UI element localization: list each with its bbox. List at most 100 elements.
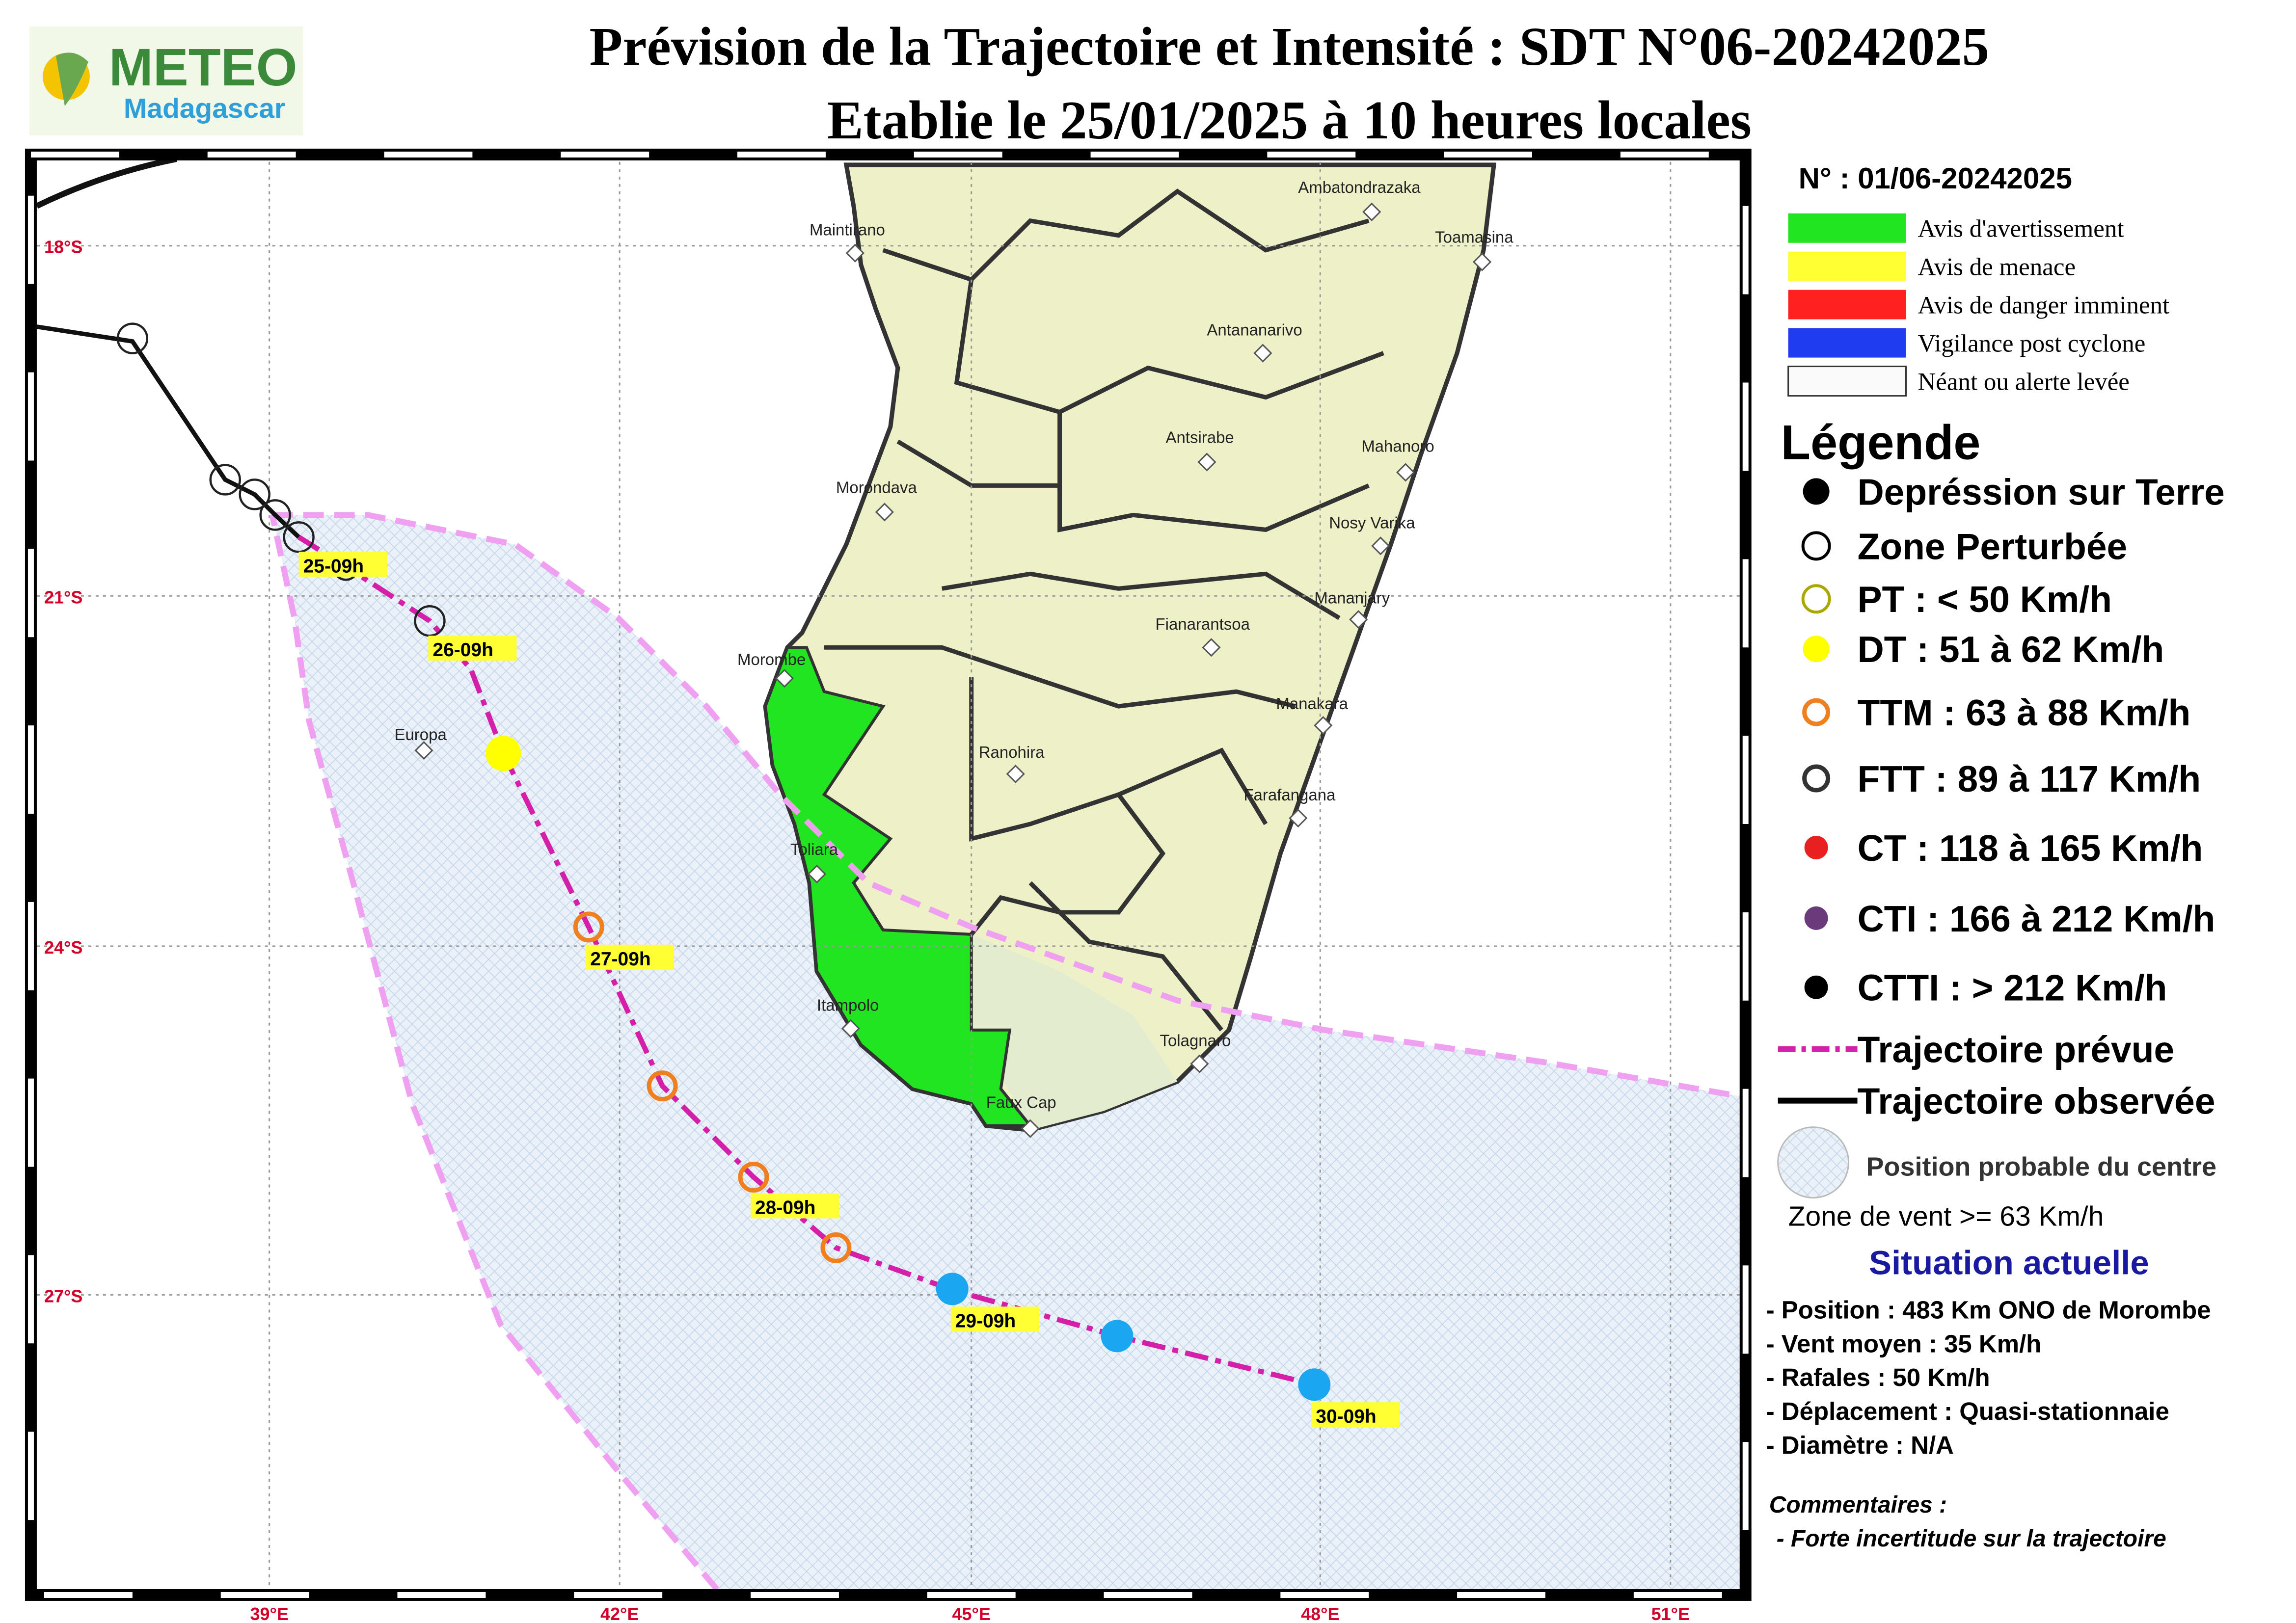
sidebar: N° : 01/06-20242025 Avis d'avertissement… (1766, 162, 2225, 1552)
track-labels: 25-09h 26-09h 27-09h 28-09h 29-09h 30-09h (298, 552, 1400, 1427)
place-marker (1253, 344, 1272, 363)
legend-symbol (1802, 698, 1831, 726)
place-marker (1314, 716, 1333, 735)
legend-label: CTI : 166 à 212 Km/h (1858, 898, 2215, 939)
alert-label: Avis de danger imminent (1918, 292, 2169, 319)
legend-symbol (1801, 531, 1831, 561)
bulletin-number: N° : 01/06-20242025 (1799, 162, 2072, 195)
legend-label: Position probable du centre (1866, 1152, 2216, 1182)
legend-symbol (1803, 478, 1830, 505)
longitude-label: 51°E (1651, 1604, 1690, 1623)
place-marker (1362, 202, 1381, 221)
map: Maintirano Ambatondrazaka Toamasina Antanan… (25, 148, 1752, 1601)
place-marker (1197, 452, 1216, 472)
title: Prévision de la Trajectoire et Intensité… (590, 16, 1990, 77)
place-marker (875, 503, 894, 522)
alert-label: Vigilance post cyclone (1918, 330, 2145, 358)
place-marker (775, 669, 794, 688)
track-label-bg (751, 1193, 839, 1219)
place-label: Antananarivo (1207, 321, 1302, 339)
legend-label: Trajectoire prévue (1858, 1029, 2175, 1070)
legend-symbol (1804, 906, 1828, 930)
place-marker (1190, 1054, 1209, 1073)
legend-label: Trajectoire observée (1858, 1081, 2215, 1122)
alert-swatch (1787, 366, 1907, 397)
place-label: Antsirabe (1165, 428, 1234, 446)
track-label: 27-09h (590, 949, 650, 970)
wind-zone: Zone de vent >= 63 Km/h (1788, 1200, 2104, 1232)
place-label: Toliara (790, 840, 838, 858)
place-label: Toamasina (1435, 228, 1513, 246)
place-marker (807, 864, 827, 883)
latitude-label: 27°S (44, 1286, 82, 1306)
situation-title: Situation actuelle (1869, 1244, 2149, 1281)
place-label: Ambatondrazaka (1298, 178, 1421, 196)
legend-symbol (1802, 764, 1831, 793)
place-label: Europa (394, 725, 447, 744)
place-label: Faux Cap (986, 1093, 1056, 1112)
place-label: Mahanoro (1361, 437, 1434, 455)
situation-line: - Rafales : 50 Km/h (1766, 1363, 1990, 1391)
track-label: 28-09h (755, 1197, 815, 1218)
longitude-label: 45°E (952, 1604, 991, 1623)
logo-subtext: Madagascar (124, 93, 285, 124)
place-marker (1472, 252, 1492, 271)
alert-label: Avis d'avertissement (1918, 215, 2124, 243)
place-label: Morondava (836, 478, 918, 496)
subtitle: Etablie le 25/01/2025 à 10 heures locale… (827, 90, 1752, 150)
legend-label: CT : 118 à 165 Km/h (1858, 827, 2203, 869)
track-label-bg (586, 944, 675, 970)
map-frame (25, 148, 1752, 1601)
latitude-label: 24°S (44, 937, 82, 958)
uncertainty-outline (269, 512, 1740, 1591)
place-label: Tolagnaro (1160, 1032, 1231, 1050)
forecast-track (297, 534, 1315, 1387)
legend-label: DT : 51 à 62 Km/h (1858, 629, 2164, 670)
place-marker (1289, 808, 1308, 828)
longitude-label: 39°E (250, 1604, 288, 1623)
comments-title: Commentaires : (1769, 1492, 1947, 1518)
place-marker (1371, 536, 1390, 556)
legend: Depréssion sur Terre Zone Perturbée PT : <… (1777, 471, 2225, 1198)
place-label: Morombe (737, 650, 806, 668)
latitude-label: 18°S (44, 237, 82, 257)
legend-symbol (1804, 975, 1828, 999)
place-label: Manakara (1276, 694, 1348, 713)
comments: - Forte incertitude sur la trajectoire (1777, 1526, 2166, 1552)
legend-label: Depréssion sur Terre (1858, 471, 2225, 512)
legend-label: Zone Perturbée (1858, 526, 2128, 567)
alert-legend: Avis d'avertissement Avis de menace Avis d… (1787, 213, 2169, 397)
legend-label: FTT : 89 à 117 Km/h (1858, 758, 2201, 799)
latitude-label: 21°S (44, 587, 82, 607)
alert-label: Néant ou alerte levée (1918, 369, 2129, 396)
legend-label: PT : < 50 Km/h (1858, 579, 2112, 620)
track-label: 30-09h (1316, 1406, 1376, 1427)
place-label: Itampolo (817, 996, 879, 1014)
longitude-label: 48°E (1301, 1604, 1339, 1623)
track-label: 26-09h (432, 639, 493, 661)
legend-symbol (1801, 584, 1831, 614)
ttm-markers (573, 911, 852, 1263)
track-label-bg (298, 552, 387, 577)
coastline (35, 156, 177, 209)
place-marker (841, 1019, 860, 1038)
coordinates: 18°S 21°S 24°S 27°S 39°E 42°E 45°E 48°E 51°E (44, 237, 1690, 1623)
places: Maintirano Ambatondrazaka Toamasina Antanan… (394, 178, 1513, 1138)
legend-title: Légende (1781, 415, 1981, 469)
alert-swatch (1788, 290, 1906, 319)
place-label: Farafangana (1243, 786, 1336, 804)
place-label: Nosy Varika (1329, 513, 1415, 532)
place-label: Maintirano (810, 221, 885, 239)
legend-label: CTTI : > 212 Km/h (1858, 967, 2167, 1009)
track-label-bg (428, 636, 517, 661)
situation: - Position : 483 Km ONO de Morombe - Vent… (1766, 1296, 2211, 1459)
situation-line: - Vent moyen : 35 Km/h (1766, 1330, 2042, 1357)
legend-symbol (1803, 636, 1830, 663)
place-label: Ranohira (979, 743, 1045, 761)
situation-line: - Position : 483 Km ONO de Morombe (1766, 1296, 2211, 1324)
legend-symbol (1777, 1126, 1850, 1198)
dt-marker (486, 736, 521, 772)
track-label-bg (950, 1306, 1039, 1332)
graticule (36, 161, 1740, 1589)
place-marker (1021, 1119, 1040, 1138)
